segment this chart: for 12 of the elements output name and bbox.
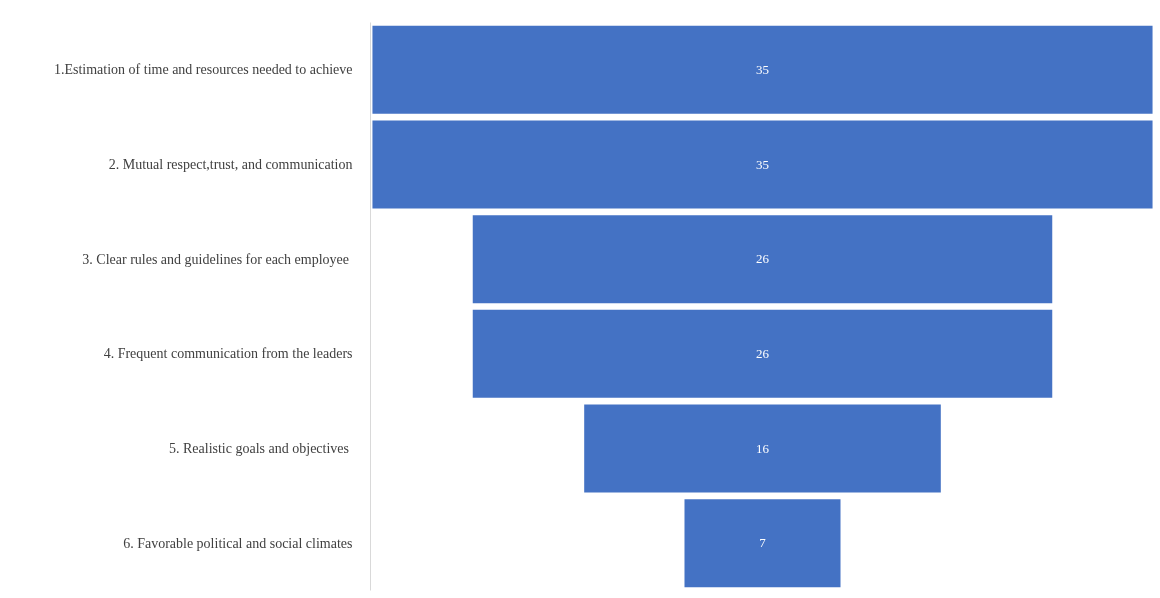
data-label: 26: [756, 345, 770, 361]
category-label: 3. Clear rules and guidelines for each employee: [82, 251, 350, 267]
category-label: 4. Frequent communication from the leaders: [103, 346, 353, 362]
category-label: 2. Mutual respect,trust, and communication: [108, 157, 353, 172]
data-label: 7: [759, 535, 767, 551]
data-label: 35: [756, 156, 769, 172]
category-label: 6. Favorable political and social climates: [123, 535, 353, 551]
data-label: 16: [756, 440, 770, 456]
category-label: 1.Estimation of time and resources needed to achieve: [53, 62, 353, 78]
data-label: 35: [756, 61, 769, 77]
category-label: 5. Realistic goals and objectives: [168, 441, 349, 456]
data-label: 26: [756, 251, 770, 267]
